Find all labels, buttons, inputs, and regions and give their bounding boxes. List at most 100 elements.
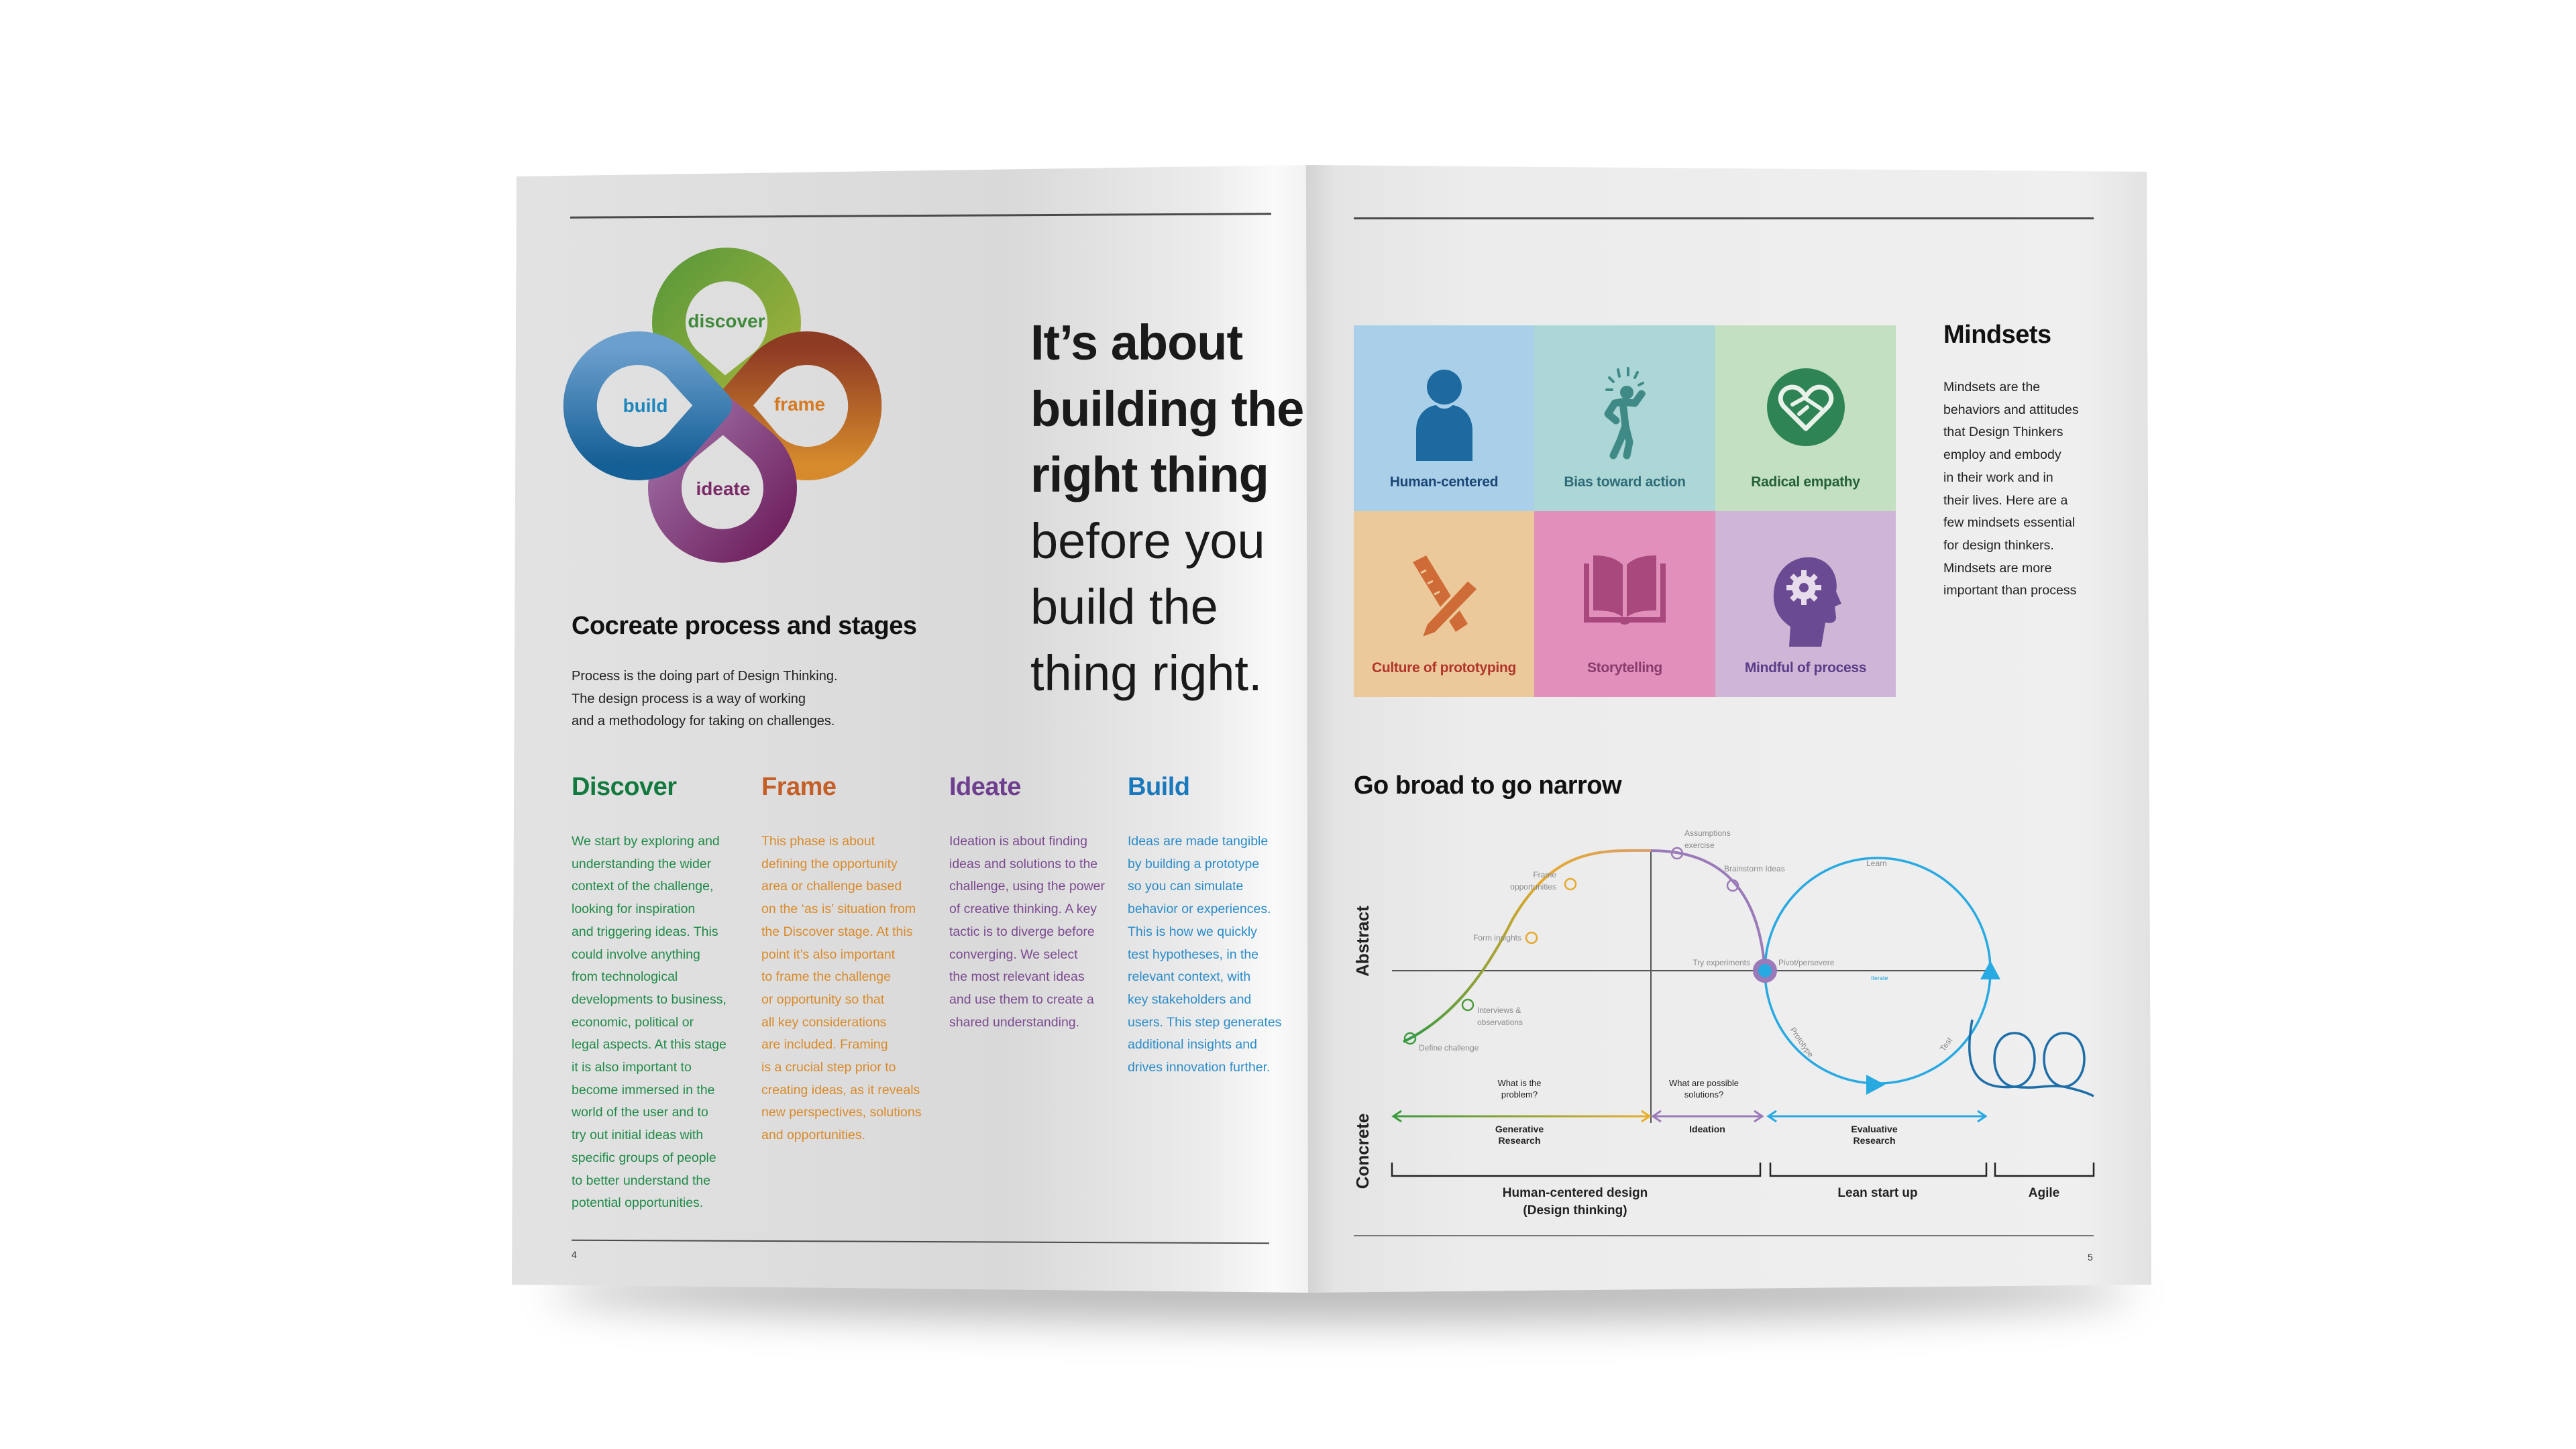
intro-paragraph: Process is the doing part of Design Thin… [572, 665, 838, 733]
mindset-tile: Culture of prototyping [1354, 511, 1534, 697]
text-line: ideas and solutions to the [949, 856, 1098, 871]
step-pivot: Pivot/persevere [1778, 958, 1835, 967]
text-line: legal aspects. At this stage [572, 1037, 727, 1053]
text-line: try out initial ideas with [572, 1128, 704, 1143]
method-lean: Lean start up [1837, 1186, 1917, 1200]
question-problem: What is the [1497, 1078, 1541, 1088]
marker-brainstorm [1726, 879, 1739, 892]
step-frame: opportunities [1510, 882, 1556, 892]
text-line: key stakeholders and [1128, 991, 1252, 1007]
stage-title-ideate: Ideate [949, 773, 1021, 801]
text-line: on the ‘as is’ situation from [761, 902, 916, 917]
text-line: This is how we quickly [1128, 924, 1257, 939]
text-line: all key considerations [761, 1014, 887, 1030]
phase-ideation: Ideation [1689, 1124, 1725, 1134]
page-number-left: 4 [572, 1249, 577, 1260]
text-line: from technological [572, 969, 678, 985]
text-line: creating ideas, as it reveals [761, 1082, 920, 1097]
mindset-tile: Bias toward action [1534, 325, 1715, 511]
text-line: specific groups of people [572, 1150, 716, 1165]
text-line: This phase is about [761, 834, 875, 849]
question-problem: problem? [1501, 1089, 1538, 1099]
text-line: economic, political or [572, 1014, 694, 1030]
method-brackets [1391, 1163, 2095, 1177]
phase-evaluative: Evaluative [1851, 1124, 1897, 1134]
phase-arrows [1391, 1110, 1988, 1123]
text-line: Mindsets are more [1943, 560, 2052, 576]
text-line: important than process [1943, 583, 2077, 598]
text-line: in their work and in [1943, 470, 2053, 485]
text-line: it is also important to [572, 1060, 692, 1075]
text-line: looking for inspiration [572, 902, 696, 917]
text-line: and a methodology for taking on challeng… [572, 714, 835, 729]
stage-label-discover: discover [688, 311, 765, 331]
text-line: The design process is a way of working [572, 691, 806, 706]
step-markers [1403, 847, 1739, 1045]
marker-interviews [1461, 998, 1474, 1012]
text-line: new perspectives, solutions [761, 1105, 922, 1120]
question-solutions: solutions? [1684, 1089, 1724, 1099]
text-line: the Discover stage. At this [761, 924, 913, 939]
text-line: relevant context, with [1128, 969, 1251, 985]
mindset-label: Radical empathy [1751, 474, 1860, 490]
text-line: defining the opportunity [761, 856, 898, 871]
stage-text-discover: We start by exploring and understanding t… [572, 830, 727, 1215]
stage-label-build: build [623, 395, 668, 416]
text-line: their lives. Here are a [1943, 492, 2068, 508]
stage-loop-frame [714, 331, 882, 480]
axis-label-abstract: Abstract [1352, 906, 1373, 977]
mindset-tiles: Human-centered Bias toward action Radical … [1354, 325, 1896, 697]
text-line: shared understanding. [949, 1014, 1080, 1030]
text-line: or opportunity so that [761, 991, 885, 1007]
marker-assumptions [1670, 847, 1684, 860]
text-line: additional insights and [1128, 1037, 1257, 1053]
headline-line: building the [1030, 380, 1304, 437]
text-line: understanding the wider [572, 856, 712, 871]
diverge-curve [1403, 849, 1652, 1043]
step-brainstorm: Brainstorm Ideas [1724, 864, 1785, 873]
headline-line: build the [1030, 579, 1218, 635]
step-insights: Form insights [1473, 933, 1521, 943]
text-line: developments to business, [572, 991, 727, 1007]
stage-title-build: Build [1128, 773, 1190, 801]
mindsets-title: Mindsets [1943, 321, 2051, 349]
bottom-rule-right [1354, 1235, 2094, 1236]
arrow-test-icon [1980, 961, 2000, 979]
headline-line: thing right. [1030, 645, 1263, 701]
text-line: behavior or experiences. [1128, 902, 1271, 917]
step-interviews: Interviews & [1477, 1006, 1521, 1015]
diagram-title: Go broad to go narrow [1354, 771, 1622, 800]
marker-insights [1525, 931, 1538, 945]
text-line: and triggering ideas. This [572, 924, 718, 939]
marker-frame [1564, 877, 1577, 891]
pivot-node [1753, 959, 1777, 983]
text-line: point it’s also important [761, 947, 896, 962]
text-line: is a crucial step prior to [761, 1060, 896, 1075]
headline: It’s about building the right thing befo… [1030, 310, 1304, 706]
method-hcd: (Design thinking) [1523, 1203, 1627, 1218]
stage-title-discover: Discover [572, 773, 677, 801]
text-line: for design thinkers. [1943, 537, 2054, 553]
step-test: Test [1938, 1035, 1954, 1053]
text-line: drives innovation further. [1128, 1060, 1271, 1075]
text-line: Process is the doing part of Design Thin… [572, 669, 838, 684]
step-assumptions: Assumptions [1684, 828, 1731, 838]
method-hcd: Human-centered design [1503, 1186, 1648, 1200]
phase-generative: Research [1498, 1135, 1540, 1146]
section-title: Cocreate process and stages [572, 612, 917, 640]
text-line: world of the user and to [572, 1105, 708, 1120]
step-try: Try experiments [1693, 958, 1750, 967]
page-number-right: 5 [2088, 1252, 2093, 1263]
text-line: area or challenge based [761, 879, 902, 894]
text-line: of creative thinking. A key [949, 902, 1097, 917]
mindset-tile: Human-centered [1354, 325, 1534, 511]
marker-define [1403, 1032, 1417, 1045]
text-line: so you can simulate [1128, 879, 1244, 894]
stage-text-build: Ideas are made tangible by building a pro… [1128, 830, 1281, 1079]
mindset-tile: Mindful of process [1715, 511, 1896, 697]
process-wheel: discover frame ideate build [563, 248, 882, 563]
text-line: that Design Thinkers [1943, 425, 2063, 440]
mindset-label: Human-centered [1389, 474, 1499, 490]
text-line: challenge, using the power [949, 879, 1105, 894]
